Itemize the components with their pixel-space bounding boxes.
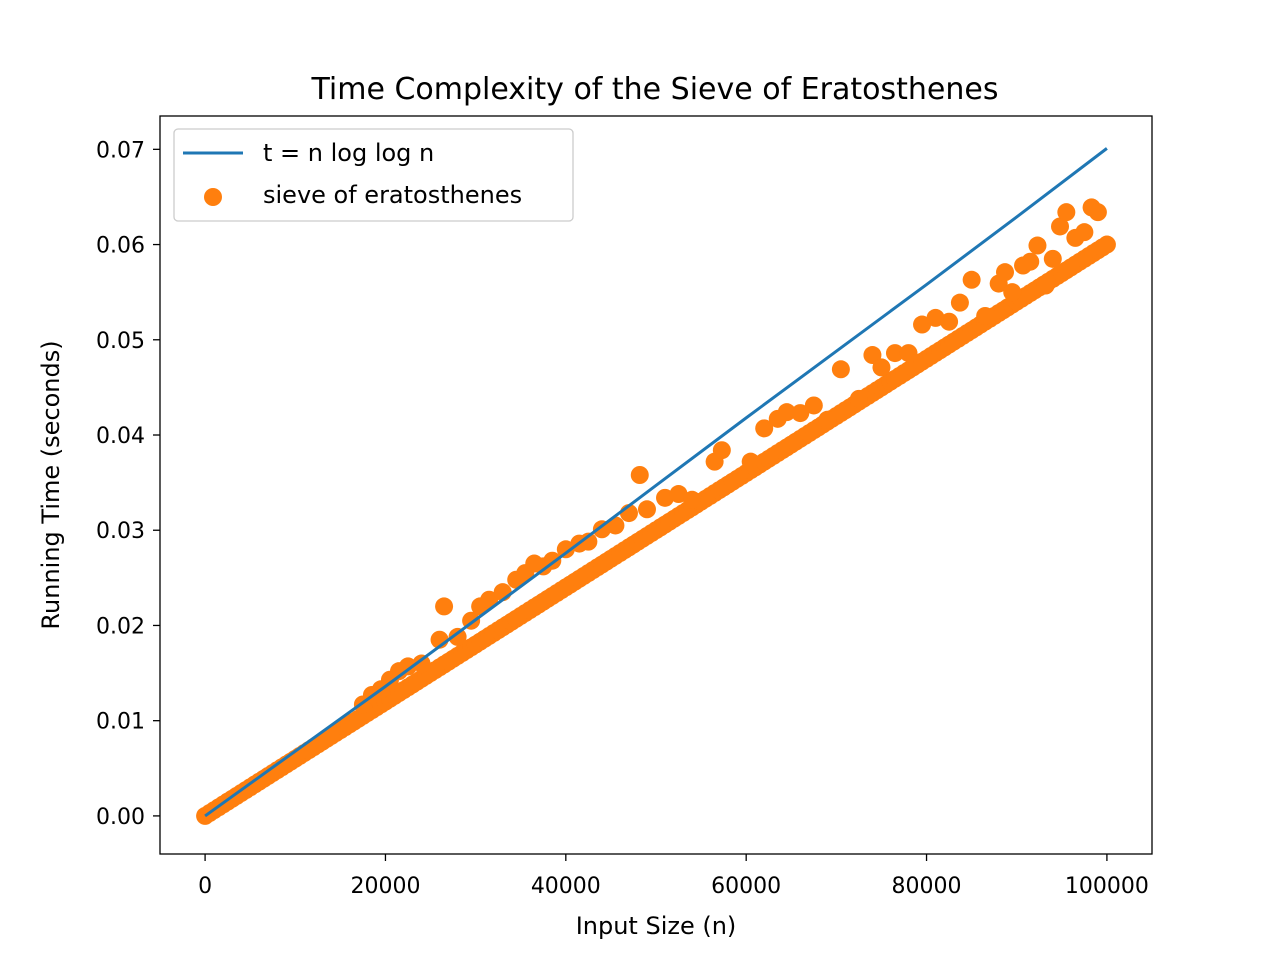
scatter-point xyxy=(1088,203,1107,222)
legend-label-scatter: sieve of eratosthenes xyxy=(263,181,522,209)
y-tick-label: 0.07 xyxy=(96,138,145,163)
scatter-point xyxy=(741,452,760,471)
scatter-point xyxy=(913,315,932,334)
scatter-point xyxy=(637,500,656,519)
y-tick-label: 0.05 xyxy=(96,329,145,354)
legend-box xyxy=(173,128,574,222)
scatter-point xyxy=(435,597,454,616)
scatter-point xyxy=(480,590,499,609)
scatter-point xyxy=(899,344,918,363)
x-axis-ticks: 0 20000 40000 60000 80000 100000 xyxy=(198,854,1149,899)
y-tick-label: 0.01 xyxy=(96,710,145,735)
scatter-point xyxy=(556,540,575,559)
scatter-point xyxy=(448,627,467,646)
y-axis-label: Running Time (seconds) xyxy=(37,340,65,629)
y-tick-label: 0.06 xyxy=(96,234,145,259)
y-tick-label: 0.00 xyxy=(96,805,145,830)
scatter-point xyxy=(1021,252,1040,271)
scatter-point xyxy=(1051,217,1070,236)
y-tick-label: 0.03 xyxy=(96,519,145,544)
scatter-point xyxy=(683,490,702,509)
legend-marker-swatch xyxy=(204,188,222,206)
x-tick-label: 20000 xyxy=(350,874,420,899)
scatter-point xyxy=(1003,283,1022,302)
scatter-point xyxy=(885,344,904,363)
plot-series xyxy=(196,147,1116,825)
scatter-point xyxy=(777,403,796,422)
scatter-point xyxy=(1097,235,1116,254)
x-tick-label: 0 xyxy=(198,874,212,899)
scatter-point xyxy=(656,488,675,507)
plot-frame xyxy=(159,115,1153,855)
scatter-point xyxy=(579,532,598,551)
series-line xyxy=(204,147,1108,818)
y-axis-ticks: 0.00 0.01 0.02 0.03 0.04 0.05 0.06 0.07 xyxy=(96,138,160,830)
scatter-point xyxy=(1036,276,1055,295)
scatter-point xyxy=(630,466,649,485)
scatter-point xyxy=(863,346,882,365)
x-tick-label: 80000 xyxy=(892,874,962,899)
legend-label-line: t = n log log n xyxy=(263,139,434,167)
x-tick-label: 60000 xyxy=(711,874,781,899)
scatter-point xyxy=(976,306,995,325)
scatter-point xyxy=(804,396,823,415)
scatter-point xyxy=(940,312,959,331)
scatter-point xyxy=(1043,249,1062,268)
scatter-point xyxy=(962,270,981,289)
scatter-point xyxy=(669,485,688,504)
scatter-point xyxy=(926,308,945,327)
scatter-point xyxy=(950,293,969,312)
scatter-point xyxy=(412,654,431,673)
scatter-point xyxy=(849,389,868,408)
scatter-point xyxy=(399,657,417,676)
scatter-point xyxy=(791,404,810,423)
x-axis-label: Input Size (n) xyxy=(576,912,737,940)
scatter-point xyxy=(996,263,1015,282)
scatter-point xyxy=(1057,203,1076,222)
x-tick-label: 40000 xyxy=(531,874,601,899)
x-tick-label: 100000 xyxy=(1065,874,1149,899)
scatter-point xyxy=(872,358,891,377)
scatter-point xyxy=(755,419,774,438)
y-tick-label: 0.02 xyxy=(96,614,145,639)
y-tick-label: 0.04 xyxy=(96,424,145,449)
scatter-point xyxy=(818,410,837,429)
scatter-point xyxy=(1075,223,1094,242)
scatter-point xyxy=(712,441,731,460)
scatter-point xyxy=(831,360,850,379)
chart-title: Time Complexity of the Sieve of Eratosth… xyxy=(311,72,999,107)
scatter-point xyxy=(1028,236,1047,255)
legend: t = n log log n sieve of eratosthenes xyxy=(173,128,574,222)
scatter-point xyxy=(592,520,611,539)
